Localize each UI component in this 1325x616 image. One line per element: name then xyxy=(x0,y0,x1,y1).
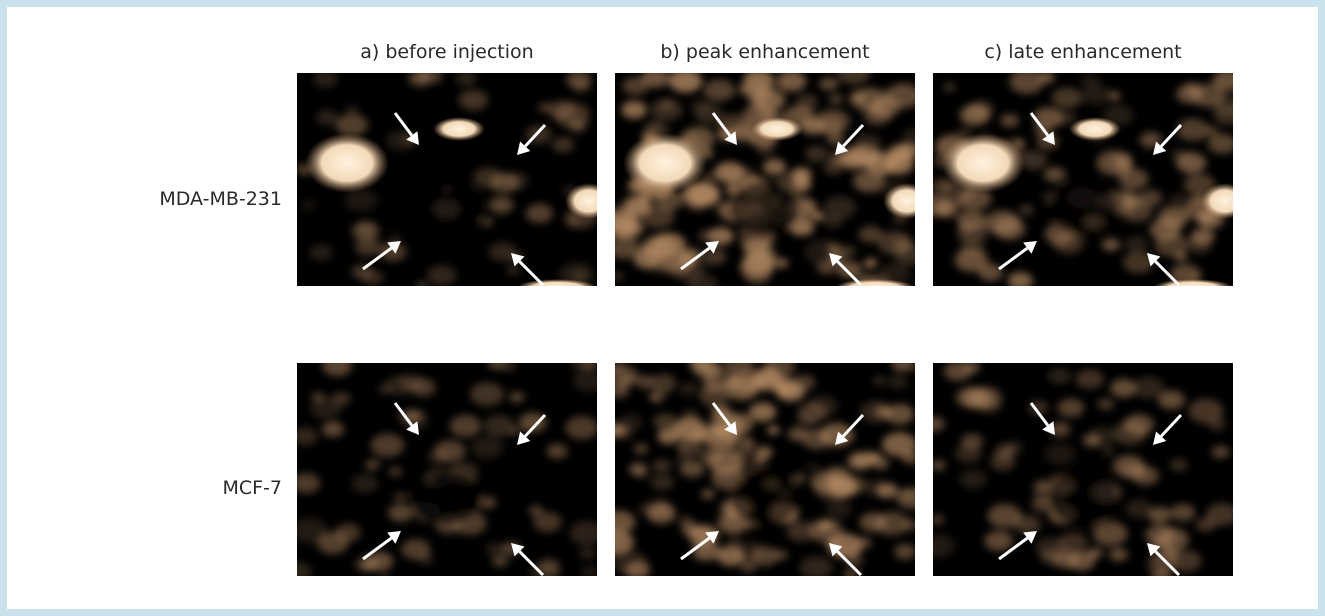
ultrasound-image-mda-mb-231-before-injection xyxy=(297,73,597,286)
ultrasound-image-mcf-7-late-enhancement xyxy=(933,363,1233,576)
row-label-mda-mb-231: MDA-MB-231 xyxy=(159,188,282,210)
ultrasound-image-mda-mb-231-late-enhancement xyxy=(933,73,1233,286)
ultrasound-image-mcf-7-peak-enhancement xyxy=(615,363,915,576)
column-title-peak-enhancement: b) peak enhancement xyxy=(660,41,870,63)
column-title-late-enhancement: c) late enhancement xyxy=(984,41,1182,63)
column-title-before-injection: a) before injection xyxy=(360,41,534,63)
row-label-mcf-7: MCF-7 xyxy=(222,477,282,499)
ultrasound-image-mda-mb-231-peak-enhancement xyxy=(615,73,915,286)
ultrasound-image-mcf-7-before-injection xyxy=(297,363,597,576)
figure-frame: a) before injection b) peak enhancement … xyxy=(7,7,1318,609)
